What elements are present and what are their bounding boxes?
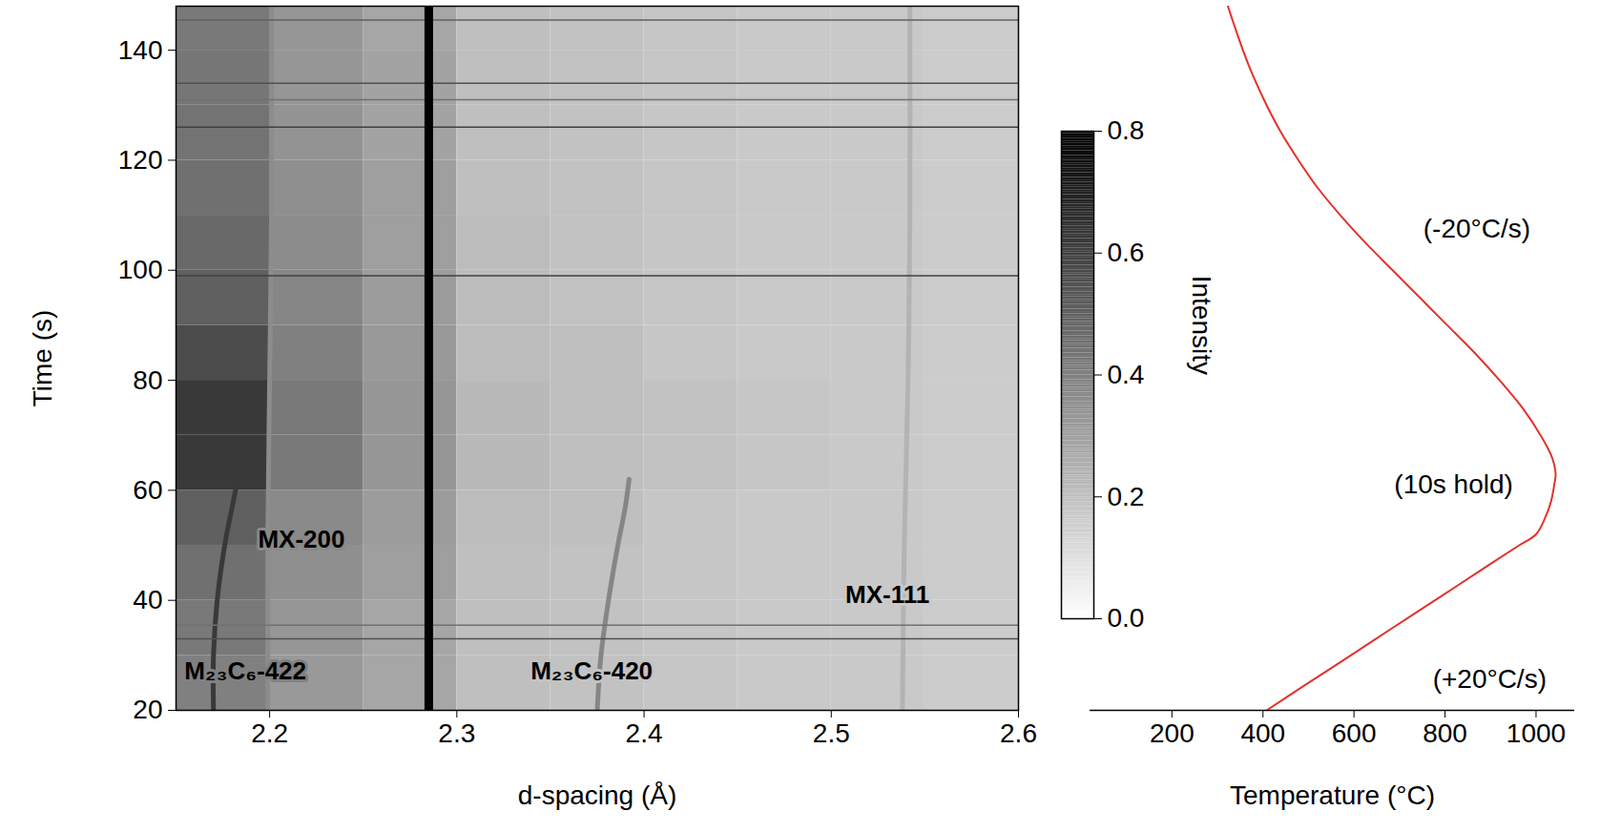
svg-text:0.4: 0.4: [1107, 359, 1145, 390]
svg-text:MX-111: MX-111: [845, 580, 930, 609]
svg-text:600: 600: [1331, 718, 1377, 749]
svg-text:Temperature (°C): Temperature (°C): [1229, 780, 1435, 811]
svg-text:20: 20: [132, 694, 163, 725]
svg-text:1000: 1000: [1506, 718, 1566, 749]
svg-text:0.2: 0.2: [1107, 481, 1145, 512]
svg-text:MX-200: MX-200: [257, 524, 345, 554]
svg-text:40: 40: [132, 584, 163, 615]
svg-text:(-20°C/s): (-20°C/s): [1423, 213, 1531, 244]
svg-text:120: 120: [118, 145, 164, 175]
svg-text:800: 800: [1422, 718, 1468, 749]
svg-text:2.4: 2.4: [625, 718, 664, 749]
svg-text:(10s hold): (10s hold): [1393, 469, 1514, 499]
svg-text:d-spacing (Å): d-spacing (Å): [518, 780, 678, 811]
svg-text:M₂₃C₆-420: M₂₃C₆-420: [530, 656, 653, 686]
svg-text:80: 80: [132, 365, 163, 395]
svg-text:0.8: 0.8: [1107, 115, 1145, 146]
svg-text:2.5: 2.5: [812, 718, 851, 749]
svg-text:0.6: 0.6: [1107, 237, 1145, 268]
svg-text:0.0: 0.0: [1107, 602, 1145, 633]
svg-text:200: 200: [1149, 718, 1195, 749]
svg-text:2.6: 2.6: [999, 718, 1038, 749]
svg-text:140: 140: [118, 35, 164, 65]
svg-text:100: 100: [118, 254, 164, 285]
svg-text:60: 60: [132, 475, 163, 505]
svg-text:2.2: 2.2: [250, 718, 289, 749]
svg-text:2.3: 2.3: [437, 718, 476, 749]
svg-text:400: 400: [1240, 718, 1286, 749]
svg-text:Intensity: Intensity: [1186, 275, 1217, 375]
svg-text:M₂₃C₆-422: M₂₃C₆-422: [184, 656, 307, 686]
svg-text:(+20°C/s): (+20°C/s): [1433, 664, 1547, 694]
svg-text:Time (s): Time (s): [27, 310, 58, 408]
